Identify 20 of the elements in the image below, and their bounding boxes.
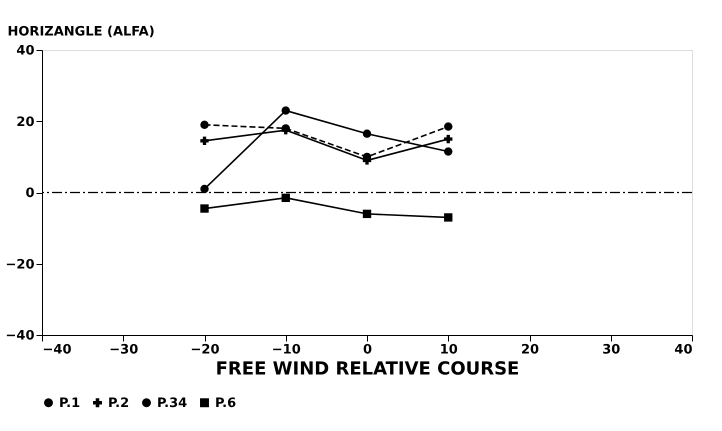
y-tick-label: 0	[25, 186, 34, 201]
x-tick-label: 0	[362, 342, 372, 358]
x-tick-label: 20	[520, 342, 540, 358]
legend-label: P.6	[215, 396, 236, 411]
y-tick-label: 20	[16, 114, 34, 130]
legend-label: P.2	[108, 396, 130, 411]
y-tick-label: −40	[6, 328, 34, 344]
x-tick-label: −20	[190, 342, 220, 358]
legend-label: P.34	[157, 396, 188, 411]
x-tick-label: 40	[674, 342, 692, 358]
legend-label: P.1	[59, 396, 80, 411]
x-axis-title: FREE WIND RELATIVE COURSE	[216, 358, 520, 380]
x-tick-label: −10	[272, 342, 301, 358]
x-tick-label: 10	[440, 342, 458, 358]
x-tick-label: 30	[602, 342, 620, 358]
y-axis-title: HORIZANGLE (ALFA)	[8, 24, 155, 40]
x-tick-label: −40	[42, 342, 72, 358]
y-tick-label: −20	[6, 257, 34, 272]
y-tick-label: 40	[16, 44, 34, 58]
x-tick-label: −30	[109, 342, 138, 358]
